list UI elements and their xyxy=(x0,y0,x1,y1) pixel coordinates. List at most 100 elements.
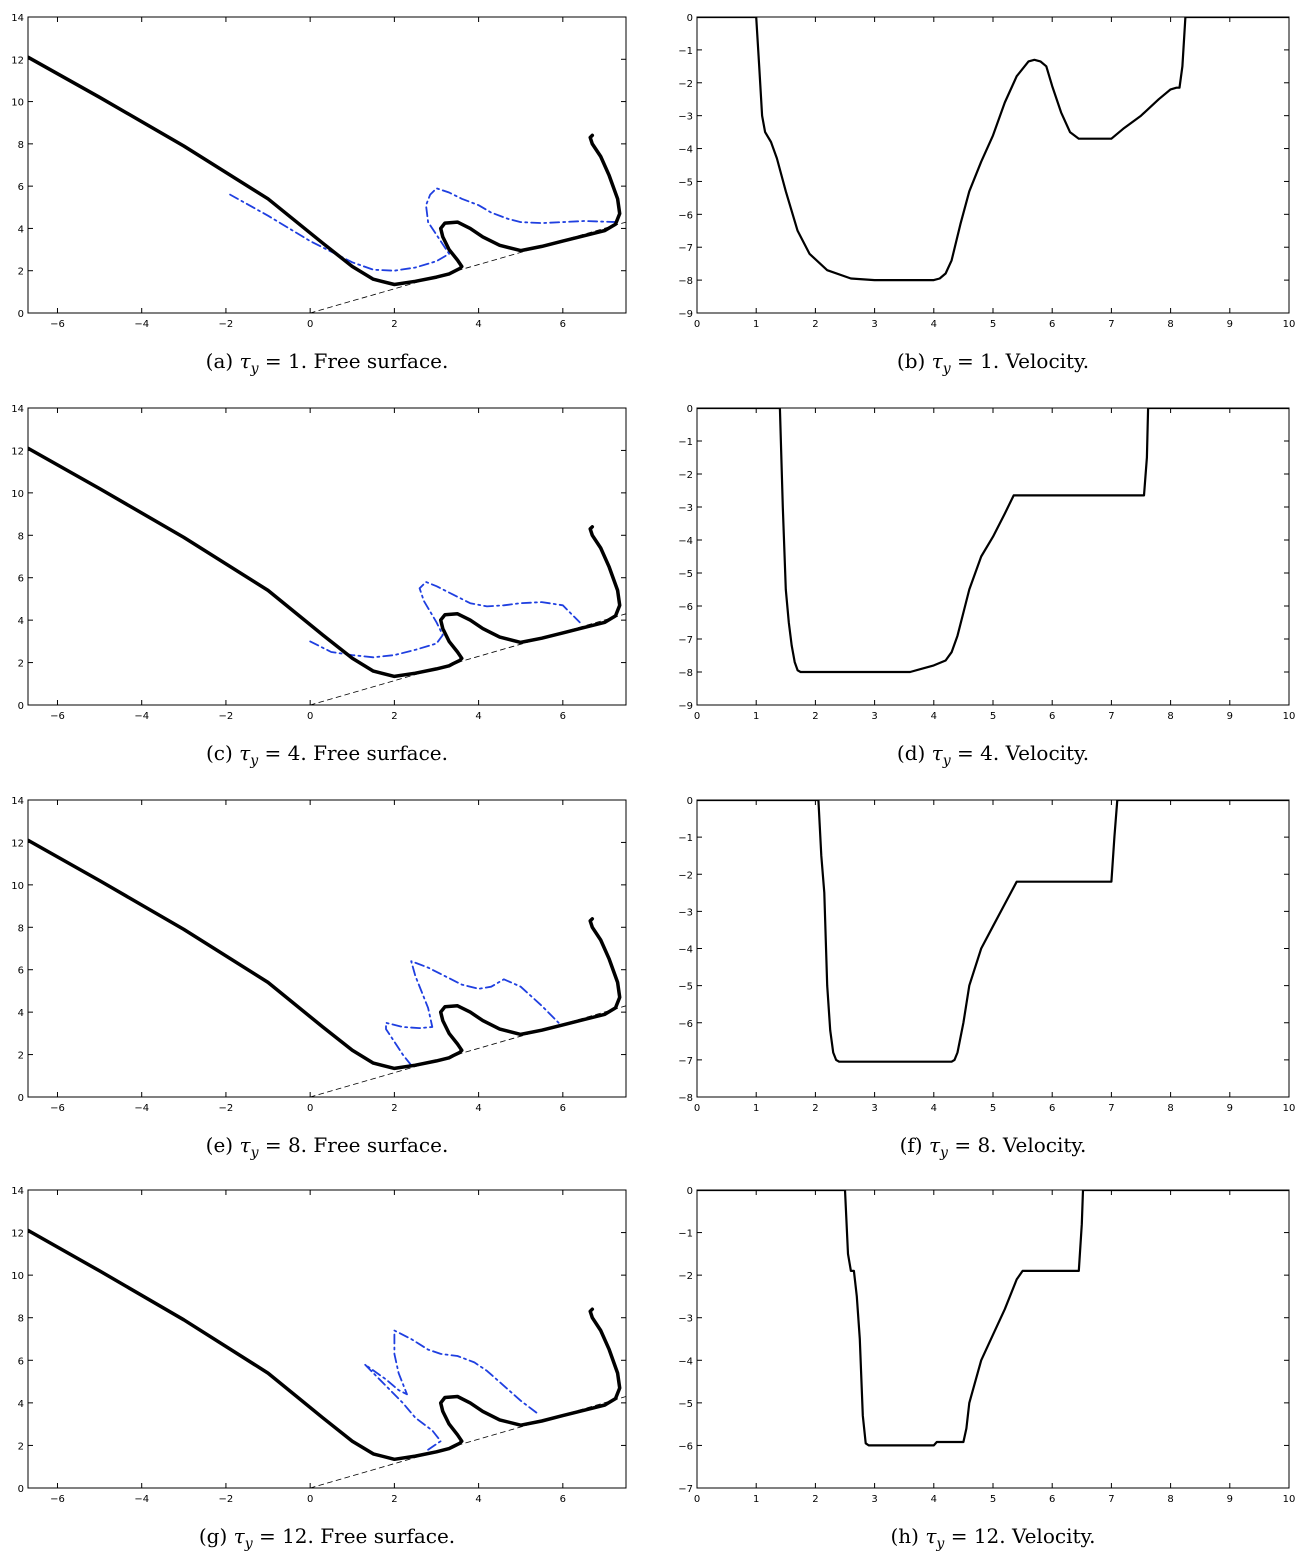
yield-surface-line xyxy=(309,581,581,659)
free-surface-line xyxy=(28,55,622,287)
y-tick-label: 14 xyxy=(11,13,24,24)
x-tick-label: −2 xyxy=(219,1494,234,1505)
panel-g: −6 −4 −2 0 2 4 6 0 2 4 6 8 10 12 14 (g) τy = 12. Free s… xyxy=(11,1186,627,1552)
x-tick-label: 2 xyxy=(812,711,818,722)
panel-c: −6 −4 −2 0 2 4 6 0 2 4 6 8 10 12 14 (c) τy = 4. Free su… xyxy=(11,404,627,769)
caption-tau: τ xyxy=(929,1133,941,1157)
x-tick-label: −4 xyxy=(134,1103,149,1114)
caption-letter: (c) xyxy=(206,741,239,765)
caption-subscript: y xyxy=(249,753,259,769)
x-tick-label: 3 xyxy=(871,711,877,722)
velocity-line xyxy=(697,17,1289,282)
y-tick-label: −6 xyxy=(678,602,693,613)
x-tick-label: 6 xyxy=(1049,711,1055,722)
axes-frame xyxy=(27,799,627,1098)
x-tick-label: 10 xyxy=(1283,711,1296,722)
panel-d: 0 1 2 3 4 5 6 7 8 9 10 −9 −8 −7 −6 −5 −4 −3 −2 −1 0 (d) τy = … xyxy=(678,404,1295,769)
x-tick-label: 5 xyxy=(990,319,996,330)
y-tick-label: 10 xyxy=(11,489,24,500)
x-tick-label: 1 xyxy=(753,1103,759,1114)
y-tick-label: 2 xyxy=(18,659,24,670)
x-tick-label: 6 xyxy=(560,1494,566,1505)
y-tick-label: 8 xyxy=(18,923,24,934)
caption-letter: (g) xyxy=(199,1524,234,1548)
axes-frame xyxy=(696,799,1290,1098)
y-tick-label: −3 xyxy=(678,503,693,514)
x-tick-label: −4 xyxy=(134,711,149,722)
axes-frame xyxy=(27,1189,627,1489)
y-tick-label: −2 xyxy=(678,870,693,881)
caption-tau: τ xyxy=(932,741,944,765)
caption-subscript: y xyxy=(244,1536,254,1552)
caption-value: = 1. xyxy=(259,349,314,373)
free-surface-line xyxy=(28,838,622,1071)
caption-subscript: y xyxy=(939,1145,949,1161)
x-tick-label: 9 xyxy=(1227,1494,1233,1505)
caption-value: = 12. xyxy=(253,1524,321,1548)
panel-f: 0 1 2 3 4 5 6 7 8 9 10 −8 −7 −6 −5 −4 −3 −2 −1 0 (f) τy = 8.… xyxy=(678,796,1295,1161)
caption-value: = 4. xyxy=(951,741,1006,765)
y-tick-label: −4 xyxy=(678,536,693,547)
x-tick-label: 0 xyxy=(307,1494,313,1505)
x-tick-label: 6 xyxy=(560,319,566,330)
caption-subscript: y xyxy=(250,1145,260,1161)
y-tick-label: −5 xyxy=(678,569,693,580)
y-tick-label: 2 xyxy=(18,1441,24,1452)
caption-letter: (h) xyxy=(891,1524,926,1548)
yield-surface-line xyxy=(364,1329,539,1451)
axes-frame xyxy=(696,407,1290,706)
caption: (b) τy = 1. Velocity. xyxy=(897,349,1089,377)
y-tick-label: −2 xyxy=(678,1271,693,1282)
caption-desc: Velocity. xyxy=(1005,741,1090,765)
caption-desc: Free surface. xyxy=(313,1133,448,1157)
y-tick-label: 10 xyxy=(11,881,24,892)
y-tick-label: 0 xyxy=(687,1186,693,1197)
x-tick-label: 4 xyxy=(475,1494,481,1505)
x-tick-label: −4 xyxy=(134,319,149,330)
caption: (f) τy = 8. Velocity. xyxy=(900,1133,1087,1161)
caption: (e) τy = 8. Free surface. xyxy=(206,1133,449,1161)
y-tick-label: −6 xyxy=(678,1441,693,1452)
x-tick-label: 9 xyxy=(1227,319,1233,330)
y-tick-label: −9 xyxy=(678,309,693,320)
x-tick-label: 8 xyxy=(1167,1103,1173,1114)
caption-desc: Free surface. xyxy=(320,1524,455,1548)
x-tick-label: 3 xyxy=(871,1103,877,1114)
y-tick-label: 0 xyxy=(18,1093,24,1104)
x-tick-label: 10 xyxy=(1283,1103,1296,1114)
y-tick-label: −7 xyxy=(678,635,693,646)
caption-subscript: y xyxy=(942,753,952,769)
caption-tau: τ xyxy=(932,349,944,373)
y-tick-label: −7 xyxy=(678,1056,693,1067)
y-tick-label: 8 xyxy=(18,531,24,542)
panel-h: 0 1 2 3 4 5 6 7 8 9 10 −7 −6 −5 −4 −3 −2 −1 0 (h) τy = 12. … xyxy=(678,1186,1295,1552)
x-tick-label: 2 xyxy=(391,711,397,722)
caption-letter: (a) xyxy=(206,349,240,373)
x-tick-label: −4 xyxy=(134,1494,149,1505)
caption-desc: Velocity. xyxy=(1002,1133,1087,1157)
x-tick-label: 2 xyxy=(812,1494,818,1505)
axes-frame xyxy=(696,16,1290,314)
caption: (d) τy = 4. Velocity. xyxy=(897,741,1089,769)
y-tick-label: −5 xyxy=(678,1399,693,1410)
y-tick-label: −6 xyxy=(678,1019,693,1030)
y-tick-label: 0 xyxy=(687,404,693,415)
x-tick-label: 6 xyxy=(1049,1103,1055,1114)
y-tick-label: −8 xyxy=(678,276,693,287)
x-tick-label: 4 xyxy=(475,711,481,722)
x-tick-label: 5 xyxy=(990,1494,996,1505)
caption-letter: (d) xyxy=(897,741,932,765)
x-tick-label: 3 xyxy=(871,319,877,330)
y-tick-label: 12 xyxy=(11,1229,24,1240)
x-tick-label: 4 xyxy=(931,711,937,722)
x-tick-label: 0 xyxy=(694,1103,700,1114)
x-tick-label: 7 xyxy=(1108,1494,1114,1505)
panel-e: −6 −4 −2 0 2 4 6 0 2 4 6 8 10 12 14 (e) τy = 8. Free su… xyxy=(11,796,627,1161)
y-tick-label: 6 xyxy=(18,182,24,193)
y-tick-label: −7 xyxy=(678,1484,693,1495)
free-surface-line xyxy=(28,446,622,679)
caption-desc: Free surface. xyxy=(313,741,448,765)
x-tick-label: 1 xyxy=(753,1494,759,1505)
caption-tau: τ xyxy=(240,349,252,373)
